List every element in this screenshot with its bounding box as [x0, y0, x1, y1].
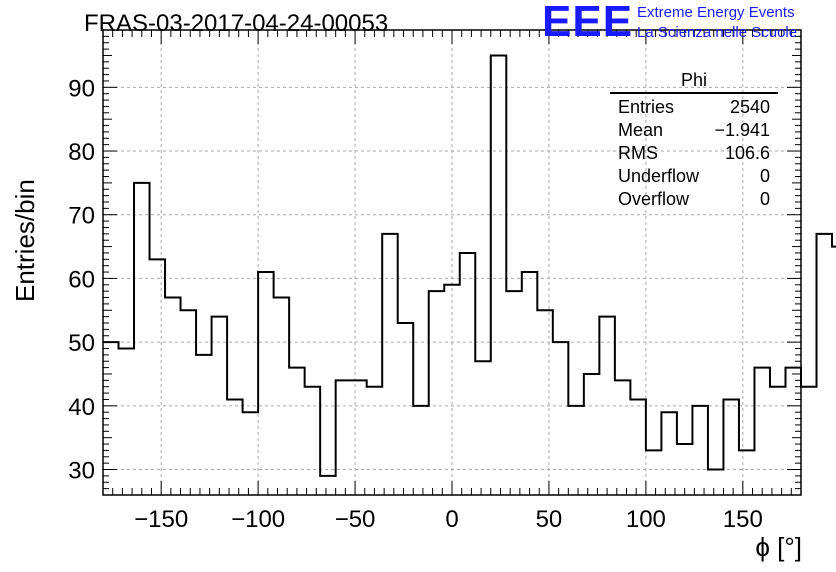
- x-tick-label: 50: [536, 506, 563, 533]
- histogram-bin: [661, 412, 677, 495]
- histogram-bin: [491, 55, 507, 495]
- stats-label: Mean: [618, 120, 664, 140]
- histogram-bin: [382, 234, 398, 495]
- histogram-bin: [801, 387, 817, 495]
- histogram-bin: [351, 380, 367, 495]
- stats-label: Underflow: [618, 166, 700, 186]
- x-axis-label: ϕ [°]: [755, 532, 802, 562]
- histogram-bin: [553, 342, 569, 495]
- histogram-step-line: [103, 54, 836, 477]
- grid-lines: [103, 30, 801, 495]
- stats-value: 2540: [729, 97, 770, 117]
- histogram-bin: [568, 406, 584, 495]
- histogram-bin: [615, 380, 631, 495]
- histogram-bin: [243, 412, 259, 495]
- stats-row: RMS 106.6: [610, 142, 778, 165]
- histogram-bin: [305, 387, 321, 495]
- stats-value: 0: [759, 166, 770, 186]
- stats-row: Overflow 0: [610, 188, 778, 211]
- histogram-bin: [630, 399, 646, 495]
- y-axis-label-wrap: Entries/bin: [6, 179, 40, 322]
- histogram-bin: [413, 406, 429, 495]
- axis-ticks: [103, 30, 801, 495]
- histogram-bin: [692, 406, 708, 495]
- x-tick-label: −50: [335, 506, 376, 533]
- stats-row: Underflow 0: [610, 165, 778, 188]
- histogram-bin: [832, 247, 836, 495]
- y-tick-label: 90: [68, 75, 95, 102]
- histogram-bin: [398, 323, 414, 495]
- x-tick-label: 100: [626, 506, 666, 533]
- histogram-bin: [289, 368, 305, 495]
- stats-title: Phi: [610, 70, 778, 94]
- histogram-bin: [181, 310, 197, 495]
- histogram-bin: [336, 380, 352, 495]
- histogram-bin: [599, 317, 615, 495]
- stats-value: 106.6: [724, 143, 770, 163]
- y-tick-labels: 30 40 50 60 70 80 90: [68, 75, 95, 484]
- logo-line-1: Extreme Energy Events: [637, 4, 795, 21]
- stats-label: RMS: [618, 143, 658, 163]
- histogram-series: [103, 54, 836, 495]
- histogram-bin: [258, 272, 274, 495]
- histogram-bin: [584, 374, 600, 495]
- x-tick-label: −100: [231, 506, 285, 533]
- stats-row: Mean −1.941: [610, 119, 778, 142]
- x-tick-labels: −150 −100 −50 0 50 100 150: [134, 506, 763, 533]
- y-tick-label: 60: [68, 266, 95, 293]
- histogram-bin: [274, 298, 290, 495]
- y-tick-label: 70: [68, 203, 95, 230]
- histogram-bin: [227, 399, 243, 495]
- histogram-bin: [708, 470, 724, 495]
- y-axis-label: Entries/bin: [10, 179, 40, 302]
- x-tick-label: −150: [134, 506, 188, 533]
- x-tick-label: 0: [445, 506, 458, 533]
- histogram-bin: [817, 234, 833, 495]
- histogram-bin: [506, 291, 522, 495]
- histogram-bin: [677, 444, 693, 495]
- histogram-bin: [754, 368, 770, 495]
- eee-logo: EEE: [542, 0, 634, 46]
- stats-value: −1.941: [714, 120, 770, 140]
- stats-value: 0: [759, 189, 770, 209]
- y-tick-label: 80: [68, 139, 95, 166]
- y-tick-label: 40: [68, 394, 95, 421]
- y-tick-label: 50: [68, 330, 95, 357]
- stats-row: Entries 2540: [610, 96, 778, 119]
- histogram-bin: [119, 348, 135, 495]
- histogram-bin: [212, 317, 228, 495]
- histogram-bin: [444, 285, 460, 495]
- stats-box: Phi Entries 2540 Mean −1.941 RMS 106.6 U…: [610, 70, 778, 211]
- histogram-bin: [770, 387, 786, 495]
- x-tick-label: 150: [723, 506, 763, 533]
- histogram-bin: [460, 253, 476, 495]
- stats-label: Entries: [618, 97, 675, 117]
- histogram-bin: [475, 361, 491, 495]
- y-tick-label: 30: [68, 458, 95, 485]
- histogram-bin: [196, 355, 212, 495]
- stats-label: Overflow: [618, 189, 690, 209]
- histogram-bin: [537, 310, 553, 495]
- chart-title: FRAS-03-2017-04-24-00053: [84, 10, 389, 37]
- histogram-bin: [646, 450, 662, 495]
- histogram-bin: [320, 476, 336, 495]
- histogram-bin: [429, 291, 445, 495]
- histogram-bin: [522, 272, 538, 495]
- histogram-bin: [367, 387, 383, 495]
- histogram-bin: [134, 183, 150, 495]
- histogram-bin: [150, 259, 166, 495]
- histogram-bin: [723, 399, 739, 495]
- logo-line-2: La Scienza nelle Scuole: [637, 24, 798, 41]
- histogram-bin: [165, 298, 181, 495]
